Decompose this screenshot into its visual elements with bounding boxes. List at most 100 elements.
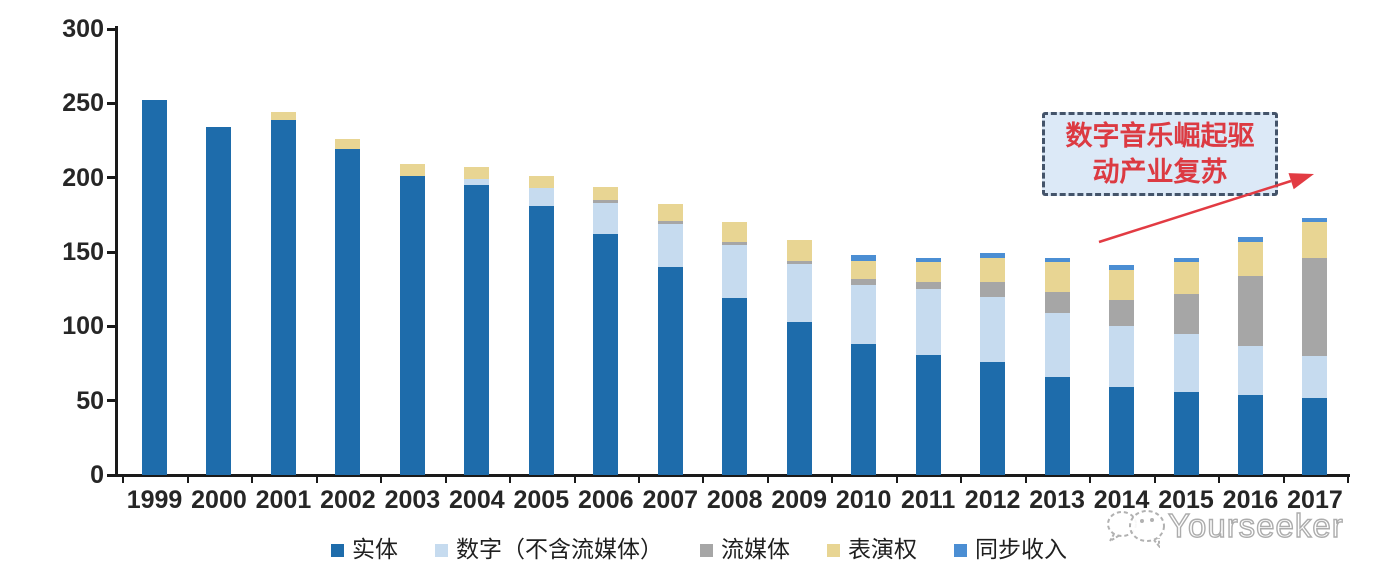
x-axis-category-label: 2000	[191, 486, 247, 514]
y-axis-tick	[107, 27, 116, 31]
legend-swatch-digital-excl-streaming	[435, 543, 448, 557]
bar-segment-physical	[1044, 376, 1070, 475]
legend-item-sync-revenue: 同步收入	[954, 537, 1067, 563]
x-axis-tick	[573, 476, 576, 483]
legend-item-digital-excl-streaming: 数字（不含流媒体）	[435, 537, 663, 563]
bar-segment-streaming	[1109, 299, 1135, 327]
bar-segment-streaming	[722, 241, 748, 245]
x-axis-tick	[444, 476, 447, 483]
legend-label-physical: 实体	[352, 537, 398, 562]
bar-segment-digital-excl-streaming	[722, 244, 748, 299]
bar-segment-digital-excl-streaming	[1237, 345, 1263, 395]
x-axis-tick	[702, 476, 705, 483]
bar-segment-physical	[270, 119, 296, 475]
x-axis-tick	[895, 476, 898, 483]
bar-segment-physical	[1237, 394, 1263, 475]
bar-segment-performance-rights	[270, 112, 296, 120]
bar-segment-digital-excl-streaming	[1044, 312, 1070, 377]
x-axis-line	[114, 474, 1350, 477]
bar-segment-performance-rights	[335, 139, 361, 150]
y-axis-tick-label: 300	[62, 15, 104, 43]
bar-segment-digital-excl-streaming	[464, 179, 490, 186]
y-axis-tick	[107, 176, 116, 180]
bar-segment-streaming	[1173, 293, 1199, 334]
bar-segment-sync-revenue	[980, 253, 1006, 258]
bar-segment-digital-excl-streaming	[1173, 333, 1199, 392]
x-axis-category-label: 2008	[706, 486, 763, 514]
bar-segment-digital-excl-streaming	[786, 263, 812, 322]
bar-segment-physical	[464, 185, 490, 475]
bar-segment-digital-excl-streaming	[528, 188, 554, 206]
legend-swatch-physical	[331, 543, 344, 557]
bar-segment-digital-excl-streaming	[593, 202, 619, 235]
legend-label-streaming: 流媒体	[721, 537, 790, 562]
y-axis-tick	[107, 473, 116, 477]
x-axis-category-label: 2009	[771, 486, 827, 514]
bar-segment-performance-rights	[657, 204, 683, 221]
x-axis-tick	[1089, 476, 1092, 483]
bar-segment-physical	[335, 149, 361, 475]
watermark-text: Yourseeker	[1167, 506, 1344, 544]
legend-item-streaming: 流媒体	[700, 537, 790, 563]
x-axis-tick	[1153, 476, 1156, 483]
y-axis-tick-label: 100	[62, 312, 104, 341]
bar-segment-performance-rights	[528, 176, 554, 189]
bar-segment-performance-rights	[399, 164, 425, 177]
bar-segment-physical	[593, 234, 619, 475]
bar-segment-performance-rights	[786, 240, 812, 261]
x-axis-tick	[831, 476, 834, 483]
x-axis-category-label: 2004	[449, 486, 505, 514]
bar-segment-streaming	[593, 199, 619, 203]
x-axis-category-label: 2002	[320, 486, 376, 514]
bar-segment-physical	[657, 266, 683, 475]
annotation-callout-box: 数字音乐崛起驱 动产业复苏	[1042, 112, 1278, 196]
bar-segment-physical	[786, 321, 812, 475]
bar-segment-digital-excl-streaming	[851, 284, 877, 345]
x-axis-category-label: 2015	[1158, 486, 1214, 514]
legend-swatch-performance-rights	[827, 543, 840, 557]
y-axis-tick	[107, 324, 116, 328]
bar-segment-digital-excl-streaming	[1109, 326, 1135, 388]
legend-swatch-streaming	[700, 543, 713, 557]
bar-segment-streaming	[1302, 257, 1328, 357]
bar-segment-performance-rights	[1237, 241, 1263, 276]
bar-segment-digital-excl-streaming	[657, 223, 683, 267]
bar-segment-digital-excl-streaming	[980, 296, 1006, 362]
bar-segment-sync-revenue	[851, 254, 877, 261]
x-axis-category-label: 2001	[255, 486, 312, 514]
x-axis-category-label: 2012	[964, 486, 1021, 514]
bar-segment-physical	[1109, 387, 1135, 475]
bar-segment-streaming	[657, 220, 683, 224]
y-axis-tick-label: 200	[62, 163, 104, 192]
annotation-text-line2: 动产业复苏	[1092, 157, 1228, 187]
y-axis-tick	[107, 101, 116, 105]
legend-item-physical: 实体	[331, 537, 398, 563]
bar-segment-performance-rights	[722, 222, 748, 242]
bar-segment-streaming	[980, 281, 1006, 297]
annotation-text-line1: 数字音乐崛起驱	[1065, 121, 1255, 151]
bar-segment-sync-revenue	[1237, 237, 1263, 242]
bar-segment-physical	[528, 205, 554, 475]
bar-segment-streaming	[1044, 292, 1070, 313]
bar-segment-sync-revenue	[1109, 265, 1135, 270]
y-axis-tick	[107, 399, 116, 403]
chart-legend: 实体 数字（不含流媒体） 流媒体 表演权 同步收入	[0, 537, 1398, 563]
bar-segment-performance-rights	[593, 186, 619, 200]
bar-segment-sync-revenue	[1173, 257, 1199, 263]
x-axis-tick	[1347, 476, 1350, 483]
bar-segment-sync-revenue	[915, 257, 941, 263]
legend-item-performance-rights: 表演权	[827, 537, 917, 563]
bar-segment-sync-revenue	[1044, 257, 1070, 263]
x-axis-category-label: 2016	[1222, 486, 1279, 514]
bar-segment-digital-excl-streaming	[915, 289, 941, 355]
bar-segment-performance-rights	[464, 167, 490, 180]
bar-segment-physical	[722, 298, 748, 475]
y-axis-tick-label: 150	[62, 238, 104, 266]
x-axis-category-label: 2017	[1287, 486, 1343, 514]
bar-segment-performance-rights	[1044, 262, 1070, 293]
bar-segment-digital-excl-streaming	[1302, 356, 1328, 398]
bar-segment-streaming	[786, 260, 812, 264]
x-axis-tick	[186, 476, 189, 483]
x-axis-tick	[1218, 476, 1221, 483]
